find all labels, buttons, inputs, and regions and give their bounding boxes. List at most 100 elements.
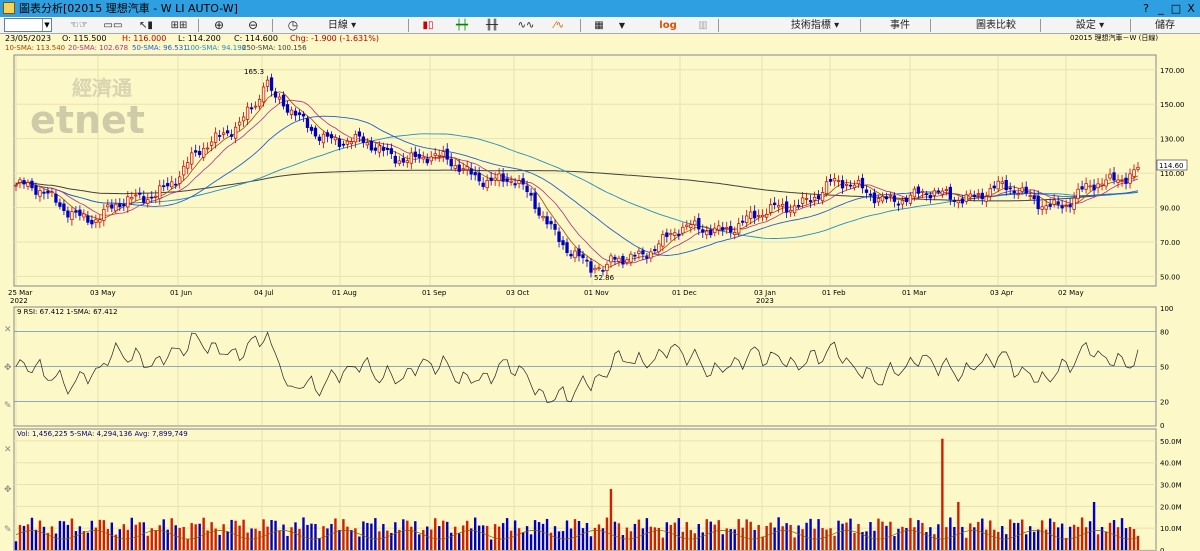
log-scale-button[interactable]: log bbox=[659, 20, 677, 31]
chevron-down-icon[interactable]: ▼ bbox=[42, 19, 51, 31]
volume-bar bbox=[525, 526, 529, 550]
candle-body bbox=[617, 257, 621, 262]
ohlc-bar-icon[interactable]: ╫╫ bbox=[485, 20, 499, 31]
pan-hand-icon[interactable]: ☜☞ bbox=[70, 20, 88, 31]
volume-bar bbox=[162, 519, 165, 550]
rsi-edit-icon[interactable]: ✎ bbox=[4, 401, 12, 411]
volume-edit-icon[interactable]: ✎ bbox=[4, 525, 12, 535]
volume-bar bbox=[294, 522, 297, 550]
line-chart-icon[interactable]: ∿∿ bbox=[517, 20, 535, 31]
date-tick-label: 02 May bbox=[1058, 289, 1084, 297]
price-panel[interactable] bbox=[13, 54, 1157, 287]
minimize-icon[interactable]: _ bbox=[1158, 2, 1164, 15]
candle-body bbox=[477, 172, 481, 182]
candle-body bbox=[864, 189, 869, 193]
candle-body bbox=[26, 182, 30, 187]
volume-bar bbox=[238, 525, 241, 550]
candle-body bbox=[98, 219, 102, 223]
candle-body bbox=[341, 143, 346, 146]
candle-body bbox=[697, 217, 701, 230]
candle-body bbox=[110, 204, 114, 209]
area-chart-icon[interactable]: ⁄∿ bbox=[553, 20, 565, 31]
candle-body bbox=[701, 229, 705, 233]
volume-bar bbox=[230, 519, 233, 550]
candle-body bbox=[481, 182, 485, 187]
toolbar: ▼ ☜☞ ▭▭ ↖▮ ⊞⊞ ⊕ ⊖ ◷ 日線 ▾ ▮▯ ┿┿ ╫╫ ∿∿ ⁄∿ … bbox=[0, 17, 1200, 34]
fit-screen-icon[interactable]: ▭▭ bbox=[103, 20, 123, 31]
candle-body bbox=[685, 224, 689, 227]
ohlc-colored-icon[interactable]: ┿┿ bbox=[455, 20, 469, 31]
candle-body bbox=[741, 220, 745, 223]
candlestick-icon[interactable]: ▮▯ bbox=[422, 20, 434, 31]
save-button[interactable]: 儲存 bbox=[1155, 20, 1175, 31]
candle-body bbox=[245, 106, 250, 120]
candle-body bbox=[233, 126, 238, 139]
zoom-in-icon[interactable]: ⊕ bbox=[213, 18, 225, 32]
candle-body bbox=[178, 176, 182, 184]
volume-bar bbox=[118, 529, 122, 550]
candle-body bbox=[30, 180, 34, 189]
compare-overlay-icon[interactable]: ▥ bbox=[698, 20, 708, 31]
volume-bar bbox=[338, 529, 341, 550]
volume-bar bbox=[621, 535, 625, 550]
settings-dropdown[interactable]: 設定 ▾ bbox=[1075, 20, 1105, 31]
technical-indicator-dropdown[interactable]: 技術指標 ▾ bbox=[790, 20, 840, 31]
candle-body bbox=[329, 134, 334, 139]
candle-body bbox=[1084, 183, 1088, 190]
candle-body bbox=[1012, 190, 1016, 194]
candle-body bbox=[641, 250, 645, 255]
compare-button[interactable]: 圖表比較 bbox=[976, 20, 1016, 31]
rsi-close-icon[interactable]: ✕ bbox=[4, 325, 12, 335]
volume-bar bbox=[865, 531, 868, 550]
volume-bar bbox=[390, 532, 393, 550]
close-icon[interactable]: X bbox=[1187, 2, 1195, 15]
candle-body bbox=[190, 152, 194, 165]
clock-icon[interactable]: ◷ bbox=[287, 18, 299, 32]
candle-body bbox=[237, 121, 242, 126]
volume-close-icon[interactable]: ✕ bbox=[4, 445, 12, 455]
price-tick-label: 130.00 bbox=[1160, 136, 1185, 144]
volume-bar bbox=[669, 524, 673, 550]
volume-bar bbox=[617, 523, 621, 550]
drawing-tools-icon[interactable]: ↖▮ bbox=[139, 20, 153, 31]
candle-body bbox=[812, 196, 817, 201]
candle-body bbox=[992, 185, 996, 189]
candle-body bbox=[393, 155, 397, 164]
candle-body bbox=[1120, 180, 1124, 182]
candle-body bbox=[649, 251, 653, 259]
volume-bar bbox=[1132, 528, 1136, 550]
grid-icon[interactable]: ▦ bbox=[594, 20, 604, 31]
grid-dropdown-icon[interactable]: ▼ bbox=[618, 21, 626, 30]
volume-bar bbox=[98, 519, 102, 550]
volume-bar bbox=[330, 523, 333, 550]
volume-move-icon[interactable]: ✥ bbox=[4, 485, 12, 495]
volume-bar bbox=[1001, 526, 1004, 550]
rsi-move-icon[interactable]: ✥ bbox=[4, 363, 12, 373]
candle-body bbox=[42, 191, 46, 194]
volume-bar bbox=[477, 525, 481, 550]
volume-bar bbox=[442, 520, 445, 550]
candle-body bbox=[14, 184, 18, 187]
volume-bar bbox=[38, 520, 42, 550]
watermark-bottom: etnet bbox=[30, 98, 145, 142]
candle-body bbox=[277, 96, 282, 100]
volume-bar bbox=[933, 534, 936, 550]
volume-bar bbox=[845, 522, 848, 550]
period-dropdown[interactable]: 日線 ▾ bbox=[327, 20, 357, 31]
candle-body bbox=[1132, 169, 1136, 177]
zoom-out-icon[interactable]: ⊖ bbox=[247, 18, 259, 32]
volume-bar bbox=[286, 535, 289, 550]
maximize-icon[interactable]: □ bbox=[1170, 2, 1182, 15]
layout-icon[interactable]: ⊞⊞ bbox=[170, 20, 188, 31]
volume-bar bbox=[190, 523, 193, 550]
sma-10-label: 10-SMA: 113.540 bbox=[5, 44, 66, 52]
price-tick-label: 70.00 bbox=[1160, 239, 1180, 247]
symbol-input[interactable]: ▼ bbox=[4, 18, 52, 32]
volume-bar bbox=[589, 536, 593, 550]
events-button[interactable]: 事件 bbox=[890, 20, 910, 31]
volume-bar bbox=[965, 537, 968, 550]
help-icon[interactable]: ? bbox=[1143, 2, 1149, 15]
candle-body bbox=[537, 207, 541, 216]
candle-body bbox=[561, 240, 565, 246]
